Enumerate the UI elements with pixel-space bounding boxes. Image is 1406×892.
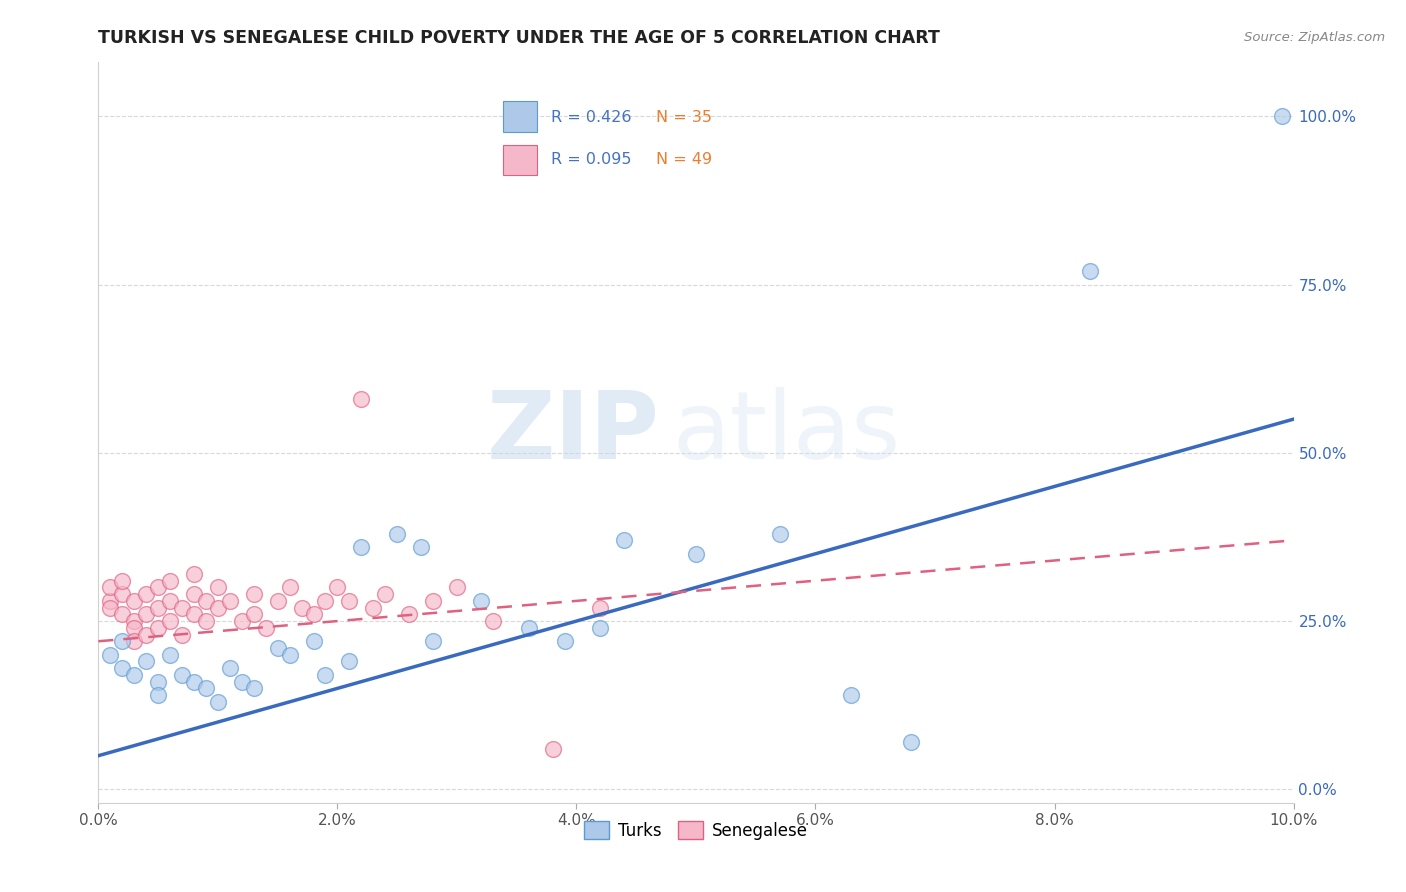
Point (148, 688, 170, 702)
Point (124, 668, 146, 682)
Point (589, 621, 612, 635)
Point (98, 648, 122, 662)
Legend: Turks, Senegalese: Turks, Senegalese (578, 814, 814, 847)
Point (111, 661, 134, 675)
Point (841, 688, 863, 702)
Point (159, 614, 181, 628)
Point (589, 600, 612, 615)
Point (1080, 264, 1102, 278)
Text: atlas: atlas (672, 386, 900, 479)
Point (315, 594, 337, 608)
Point (1271, 109, 1294, 123)
Point (135, 627, 157, 641)
Point (124, 621, 146, 635)
Point (183, 587, 205, 601)
Text: ZIP: ZIP (488, 386, 661, 479)
Point (195, 614, 218, 628)
Point (135, 655, 157, 669)
Point (231, 614, 253, 628)
Point (900, 735, 922, 749)
Point (148, 600, 170, 615)
Point (111, 587, 134, 601)
Point (124, 594, 146, 608)
Point (278, 581, 301, 595)
Point (98, 600, 122, 615)
Point (374, 587, 396, 601)
Point (183, 607, 205, 622)
Point (315, 668, 337, 682)
Point (350, 392, 373, 406)
Point (207, 695, 229, 709)
Point (446, 581, 468, 595)
Point (207, 600, 229, 615)
Point (195, 681, 218, 696)
Point (207, 581, 229, 595)
Point (482, 614, 505, 628)
Point (135, 587, 157, 601)
Point (278, 648, 301, 662)
Point (350, 540, 373, 554)
Point (124, 614, 146, 628)
Point (769, 526, 792, 541)
Point (111, 634, 134, 648)
Point (541, 742, 564, 756)
Point (243, 587, 266, 601)
Point (159, 574, 181, 588)
Point (291, 600, 314, 615)
Point (148, 674, 170, 689)
Point (613, 533, 636, 548)
Point (172, 668, 194, 682)
Point (135, 607, 157, 622)
Point (685, 547, 707, 561)
Point (111, 574, 134, 588)
Point (172, 627, 194, 641)
Point (111, 607, 134, 622)
Point (339, 655, 361, 669)
Point (267, 594, 290, 608)
Point (398, 607, 420, 622)
Point (302, 607, 325, 622)
Point (195, 594, 218, 608)
Point (243, 681, 266, 696)
Point (411, 540, 433, 554)
Point (326, 581, 349, 595)
Point (517, 621, 540, 635)
Point (254, 621, 277, 635)
Point (422, 594, 444, 608)
Point (183, 674, 205, 689)
Point (243, 607, 266, 622)
Point (148, 621, 170, 635)
Text: Source: ZipAtlas.com: Source: ZipAtlas.com (1244, 31, 1385, 45)
Point (302, 634, 325, 648)
Point (363, 600, 385, 615)
Point (470, 594, 492, 608)
Text: TURKISH VS SENEGALESE CHILD POVERTY UNDER THE AGE OF 5 CORRELATION CHART: TURKISH VS SENEGALESE CHILD POVERTY UNDE… (98, 29, 941, 47)
Point (172, 600, 194, 615)
Point (231, 674, 253, 689)
Point (267, 640, 290, 655)
Point (98, 581, 122, 595)
Point (219, 594, 242, 608)
Point (554, 634, 576, 648)
Point (124, 634, 146, 648)
Point (148, 581, 170, 595)
Point (183, 566, 205, 581)
Point (219, 661, 242, 675)
Point (98, 594, 122, 608)
Point (385, 526, 409, 541)
Point (159, 594, 181, 608)
Point (422, 634, 444, 648)
Point (159, 648, 181, 662)
Point (339, 594, 361, 608)
